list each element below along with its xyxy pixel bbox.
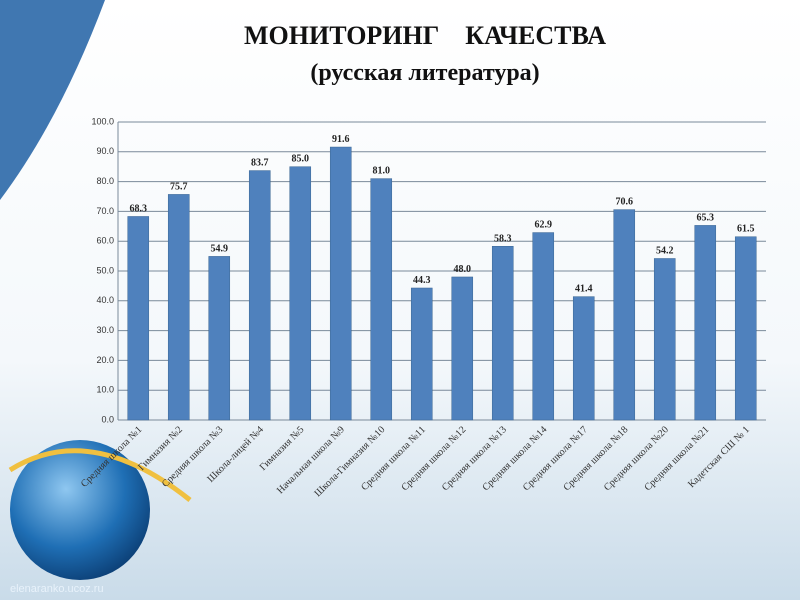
bar [694,225,717,421]
bar [532,232,555,421]
globe-ring [8,448,192,502]
value-label: 70.6 [616,197,634,208]
bar [289,166,312,421]
value-label: 62.9 [535,220,553,231]
y-tick-label: 80.0 [96,176,114,186]
bar [491,246,514,421]
value-label: 83.7 [251,158,269,169]
y-tick-label: 30.0 [96,325,114,335]
y-tick-label: 50.0 [96,265,114,275]
bar [127,216,150,421]
bar [653,258,676,421]
bar [329,146,352,421]
value-label: 58.3 [494,233,512,244]
bar [208,256,231,421]
y-tick-label: 90.0 [96,146,114,156]
value-label: 85.0 [292,154,310,165]
value-label: 41.4 [575,284,593,295]
value-label: 44.3 [413,275,431,286]
y-tick-label: 0.0 [101,414,114,424]
value-label: 68.3 [130,203,148,214]
y-tick-label: 20.0 [96,355,114,365]
y-tick-label: 100.0 [91,116,114,126]
bar [613,209,636,421]
bar [410,287,433,421]
bar [734,236,757,421]
value-label: 65.3 [697,212,715,223]
value-label: 54.2 [656,245,674,256]
y-tick-label: 10.0 [96,385,114,395]
chart-subtitle: (русская литература) [310,60,539,86]
value-label: 54.9 [211,243,229,254]
watermark: elenaranko.ucoz.ru [10,583,104,595]
globe [10,440,150,580]
corner-swoosh [0,0,105,200]
bar [248,170,271,421]
value-label: 91.6 [332,134,350,145]
value-label: 48.0 [454,264,472,275]
value-label: 81.0 [373,166,391,177]
y-tick-label: 60.0 [96,236,114,246]
value-label: 61.5 [737,224,755,235]
y-tick-label: 70.0 [96,206,114,216]
bar [370,178,393,421]
value-label: 75.7 [170,181,188,192]
bar [572,296,595,421]
bar [167,194,190,421]
y-tick-label: 40.0 [96,295,114,305]
chart-title: МОНИТОРИНГ КАЧЕСТВА [244,21,606,50]
bar [451,276,474,421]
